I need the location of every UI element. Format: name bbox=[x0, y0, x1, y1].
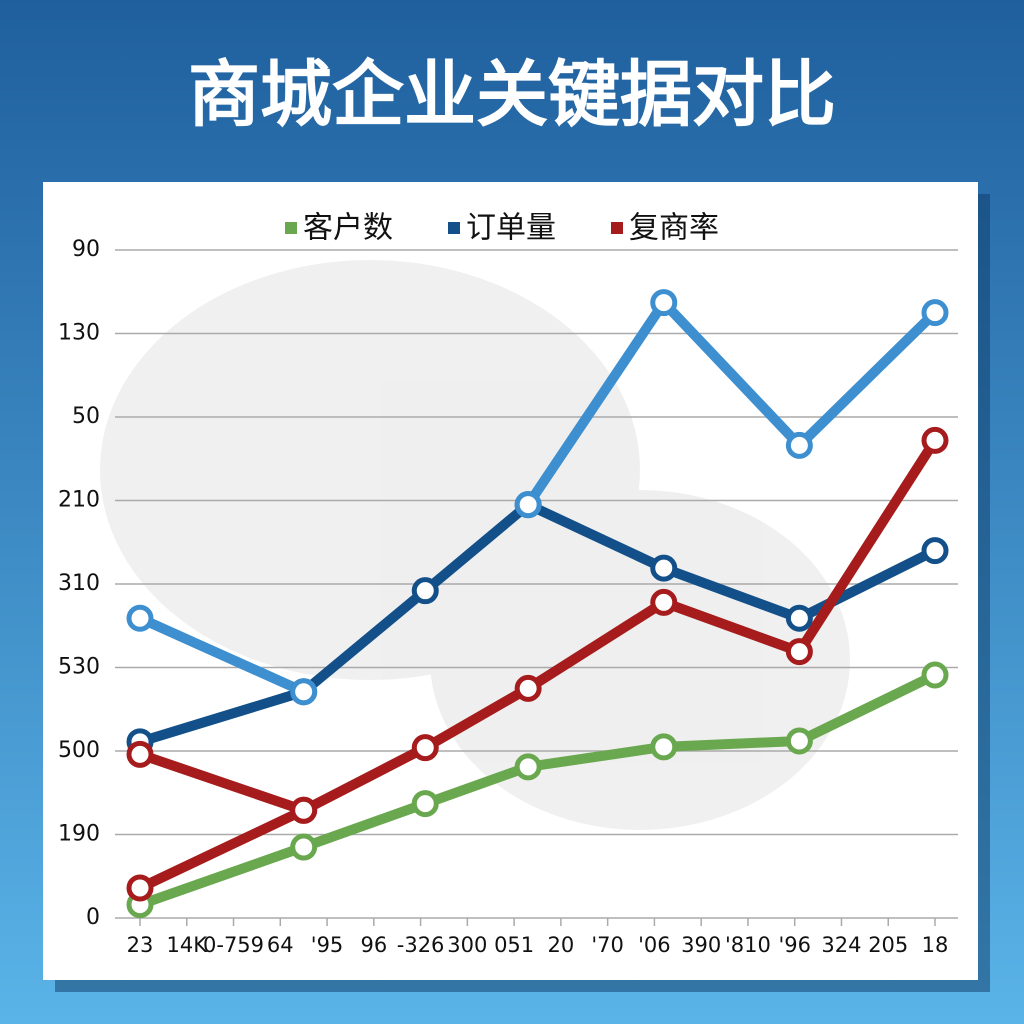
series-line bbox=[137, 613, 306, 697]
y-tick-label: 210 bbox=[58, 488, 100, 513]
point bbox=[650, 588, 678, 616]
legend-swatch bbox=[611, 222, 623, 234]
legend-label: 复商率 bbox=[629, 211, 719, 246]
point bbox=[650, 733, 678, 761]
x-tick-label: 20 bbox=[548, 933, 575, 957]
x-tick-label: 96 bbox=[360, 933, 387, 957]
y-tick-label: 0 bbox=[86, 905, 100, 930]
point bbox=[650, 554, 678, 582]
point bbox=[921, 299, 949, 327]
point bbox=[785, 431, 813, 459]
point bbox=[290, 796, 318, 824]
series-line bbox=[523, 297, 939, 508]
y-tick-label: 500 bbox=[58, 738, 100, 763]
point bbox=[411, 790, 439, 818]
point bbox=[514, 753, 542, 781]
point bbox=[514, 491, 542, 519]
y-tick-label: 310 bbox=[58, 571, 100, 596]
point bbox=[785, 604, 813, 632]
point bbox=[921, 537, 949, 565]
point bbox=[411, 577, 439, 605]
chart-title: 商城企业关键据对比 bbox=[188, 53, 836, 137]
y-tick-label: 130 bbox=[58, 321, 100, 346]
x-tick-label: 64 bbox=[267, 933, 294, 957]
legend-label: 客户数 bbox=[303, 211, 393, 246]
point bbox=[921, 661, 949, 689]
panel bbox=[43, 182, 978, 980]
x-tick-label: 14K bbox=[167, 933, 209, 957]
series-line bbox=[138, 749, 306, 816]
x-tick-label: '95 bbox=[311, 933, 344, 957]
x-tick-label: 051 bbox=[494, 933, 534, 957]
legend-label: 订单量 bbox=[466, 211, 556, 246]
x-tick-label: '96 bbox=[778, 933, 811, 957]
point bbox=[126, 604, 154, 632]
x-tick-label: 23 bbox=[127, 933, 154, 957]
y-tick-label: 50 bbox=[72, 404, 100, 429]
point bbox=[126, 874, 154, 902]
point bbox=[785, 727, 813, 755]
y-tick-label: 190 bbox=[58, 822, 100, 847]
point bbox=[785, 638, 813, 666]
y-tick-label: 530 bbox=[58, 655, 100, 680]
x-tick-label: '70 bbox=[591, 933, 624, 957]
x-tick-label: 205 bbox=[868, 933, 908, 957]
point bbox=[290, 833, 318, 861]
y-tick-label: 90 bbox=[72, 237, 100, 262]
x-tick-label: 0-759 bbox=[203, 933, 264, 957]
point bbox=[514, 674, 542, 702]
x-tick-label: 324 bbox=[821, 933, 861, 957]
point bbox=[290, 678, 318, 706]
x-tick-label: '06 bbox=[638, 933, 671, 957]
x-tick-label: 18 bbox=[922, 933, 949, 957]
legend-swatch bbox=[448, 222, 460, 234]
point bbox=[650, 289, 678, 317]
point bbox=[411, 734, 439, 762]
point bbox=[126, 740, 154, 768]
x-tick-label: '810 bbox=[725, 933, 771, 957]
point bbox=[921, 426, 949, 454]
legend-swatch bbox=[285, 222, 297, 234]
x-tick-label: -326 bbox=[397, 933, 445, 957]
x-tick-label: 390 bbox=[681, 933, 721, 957]
x-tick-label: 300 bbox=[447, 933, 487, 957]
